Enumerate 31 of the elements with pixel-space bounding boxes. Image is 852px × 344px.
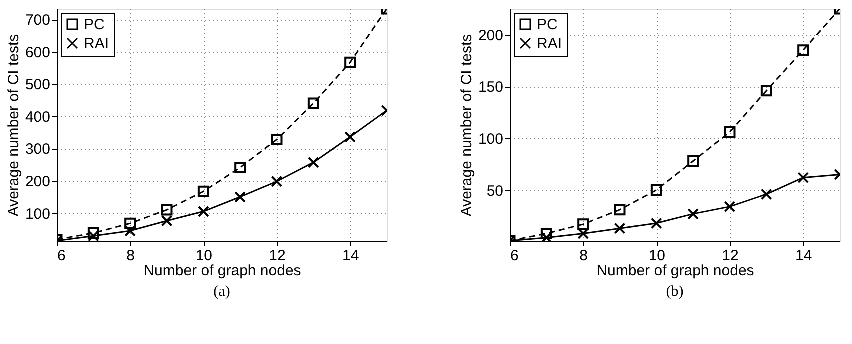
text: (b) [666,284,684,300]
x-tick-label: 14 [795,248,812,264]
x-tick-label: 14 [342,248,360,264]
x-tick-label: 10 [196,248,213,264]
y-tick-label: 200 [478,27,504,44]
y-tick-label: 150 [478,79,504,96]
x-tick-label: 12 [722,248,739,264]
x-tick-label: 12 [269,248,286,264]
x-tick-label: 8 [126,248,136,264]
y-tick-label: 300 [25,141,50,158]
y-axis-title: Average number of CI tests [458,34,476,217]
y-axis-title: Average number of CI tests [5,34,22,217]
legend-label: RAI [84,36,110,52]
y-tick-label: 700 [25,12,50,30]
y-tick-label: 500 [25,76,50,94]
legend-label: PC [84,16,106,34]
x-axis-title: Number of graph nodes [596,262,754,280]
x-tick-label: 10 [648,248,666,264]
y-tick-label: 100 [25,206,50,223]
x-tick-label: 8 [580,248,588,264]
y-tick-label: 50 [486,182,504,200]
x-tick-label: 6 [510,248,519,264]
y-tick-label: 200 [25,173,50,190]
x-axis-title: Number of graph nodes [144,262,302,280]
y-tick-label: 400 [25,108,50,126]
x-tick-label: 6 [58,248,66,264]
text: (a) [214,284,230,300]
y-tick-label: 100 [478,130,504,148]
legend-label: PC [537,16,558,34]
legend-label: RAI [537,36,562,52]
y-tick-label: 600 [25,44,50,62]
